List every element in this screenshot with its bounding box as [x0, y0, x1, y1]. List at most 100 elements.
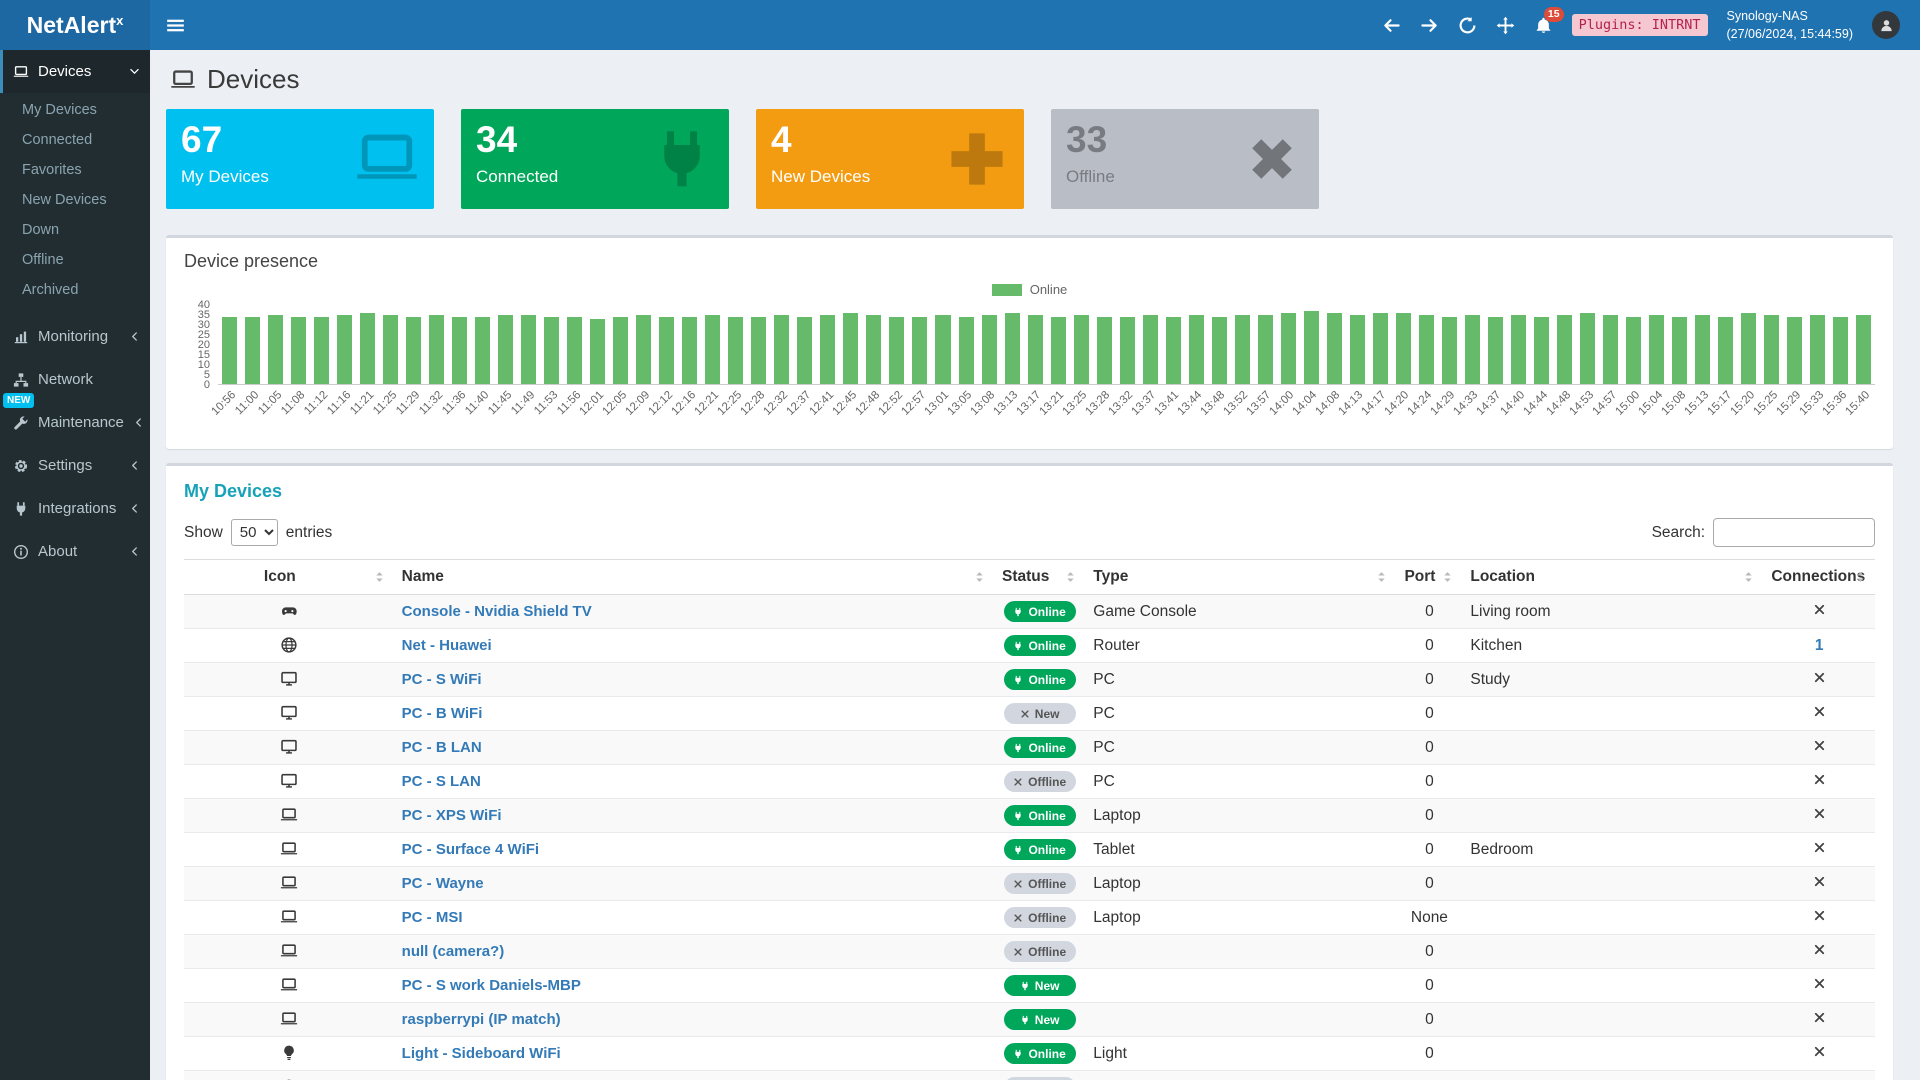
- presence-bar: [1326, 312, 1342, 384]
- clear-connection-icon[interactable]: [1813, 841, 1826, 854]
- device-location-cell: [1462, 968, 1764, 1003]
- user-avatar[interactable]: [1872, 11, 1900, 39]
- column-header-connections[interactable]: Connections: [1763, 559, 1875, 595]
- info-icon: [13, 544, 29, 560]
- presence-bar: [705, 314, 721, 384]
- device-icon-cell: [184, 628, 394, 663]
- stat-card-new-devices[interactable]: 4 New Devices: [756, 109, 1024, 209]
- device-port-cell: 0: [1396, 934, 1463, 969]
- clear-connection-icon[interactable]: [1813, 705, 1826, 718]
- clear-connection-icon[interactable]: [1813, 943, 1826, 956]
- sidebar-item-integrations[interactable]: Integrations: [0, 487, 150, 530]
- device-name-link[interactable]: PC - XPS WiFi: [401, 806, 502, 824]
- device-name-link[interactable]: PC - B LAN: [401, 738, 482, 756]
- device-type-cell: Light: [1085, 1036, 1397, 1071]
- refresh-button[interactable]: [1458, 16, 1477, 35]
- sidebar-subitem-new-devices[interactable]: New Devices: [22, 192, 107, 208]
- device-name-link[interactable]: Light - bedside B WiFi: [402, 1079, 559, 1080]
- device-location-cell: [1462, 1070, 1764, 1080]
- sidebar-item-about[interactable]: About: [0, 530, 150, 573]
- desktop-icon: [280, 704, 298, 722]
- sidebar-subitem-down[interactable]: Down: [22, 222, 60, 238]
- back-arrow-button[interactable]: [1382, 16, 1401, 35]
- sidebar-toggle-button[interactable]: [166, 16, 185, 35]
- sidebar-subitem-archived[interactable]: Archived: [22, 282, 79, 298]
- plugins-status-badge[interactable]: Plugins: INTRNT: [1571, 14, 1708, 36]
- device-name-link[interactable]: Light - Sideboard WiFi: [401, 1044, 561, 1062]
- device-name-link[interactable]: PC - S LAN: [401, 772, 481, 790]
- clear-connection-icon[interactable]: [1813, 909, 1826, 922]
- sidebar-item-settings[interactable]: Settings: [0, 444, 150, 487]
- laptop-icon: [280, 1010, 298, 1028]
- notifications-button[interactable]: 15: [1534, 6, 1564, 35]
- presence-bar: [1810, 314, 1826, 384]
- device-connections-cell: [1763, 832, 1875, 867]
- clear-connection-icon[interactable]: [1813, 875, 1826, 888]
- device-name-link[interactable]: PC - Surface 4 WiFi: [401, 840, 540, 858]
- app-logo[interactable]: NetAlert x: [0, 0, 150, 50]
- device-name-link[interactable]: Console - Nvidia Shield TV: [401, 602, 592, 620]
- stat-card-my-devices[interactable]: 67 My Devices: [166, 109, 434, 209]
- table-body: Console - Nvidia Shield TV Online Game Con…: [184, 594, 1875, 1080]
- stat-value: 33: [1066, 119, 1108, 160]
- presence-bar: [1579, 312, 1595, 384]
- y-axis-tick: 10: [197, 359, 210, 371]
- multi-edit-button[interactable]: [1496, 16, 1515, 35]
- column-header-name[interactable]: Name: [393, 559, 994, 595]
- forward-arrow-button[interactable]: [1420, 16, 1439, 35]
- page-size-select[interactable]: 50: [230, 519, 278, 546]
- device-icon-cell: [184, 900, 394, 935]
- device-location-cell: [1462, 798, 1764, 833]
- clear-connection-icon[interactable]: [1813, 807, 1826, 820]
- device-status-cell: Online: [993, 662, 1086, 697]
- sidebar-item-monitoring[interactable]: Monitoring: [0, 315, 150, 358]
- column-header-location[interactable]: Location: [1462, 559, 1764, 595]
- device-name-link[interactable]: raspberrypi (IP match): [401, 1010, 561, 1028]
- clear-connection-icon[interactable]: [1813, 671, 1826, 684]
- device-name-link[interactable]: PC - S work Daniels-MBP: [401, 976, 581, 994]
- device-icon-cell: [184, 594, 394, 629]
- device-status-cell: Online: [993, 832, 1086, 867]
- sidebar-subitem-my-devices[interactable]: My Devices: [22, 102, 97, 118]
- column-header-icon[interactable]: Icon: [184, 559, 394, 595]
- stat-card-connected[interactable]: 34 Connected: [461, 109, 729, 209]
- sidebar-subitem-offline[interactable]: Offline: [22, 252, 64, 268]
- device-name-link[interactable]: PC - B WiFi: [401, 704, 483, 722]
- column-header-port[interactable]: Port: [1396, 559, 1463, 595]
- column-header-type[interactable]: Type: [1085, 559, 1397, 595]
- device-type-cell: [1085, 1002, 1397, 1037]
- column-header-status[interactable]: Status: [993, 559, 1086, 595]
- sidebar-subitem-favorites[interactable]: Favorites: [22, 162, 82, 178]
- sidebar-item-devices[interactable]: Devices: [0, 50, 150, 93]
- presence-bar: [1303, 310, 1319, 384]
- connections-count-link[interactable]: 1: [1814, 636, 1824, 654]
- sidebar-item-maintenance[interactable]: Maintenance NEW: [0, 393, 150, 444]
- presence-bar: [245, 316, 261, 384]
- clear-connection-icon[interactable]: [1813, 603, 1826, 616]
- sidebar-item-network[interactable]: Network: [0, 358, 150, 401]
- clear-connection-icon[interactable]: [1813, 739, 1826, 752]
- stat-label: My Devices: [181, 167, 269, 186]
- device-type-cell: [1085, 968, 1397, 1003]
- search-area: Search:: [1652, 518, 1875, 547]
- device-name-link[interactable]: PC - Wayne: [401, 874, 484, 892]
- device-location-cell: Living room: [1462, 594, 1764, 629]
- presence-bar: [1211, 316, 1227, 384]
- search-input[interactable]: [1713, 518, 1875, 547]
- device-name-link[interactable]: PC - MSI: [401, 908, 463, 926]
- legend-label: Online: [1029, 282, 1068, 297]
- device-name-cell: PC - Surface 4 WiFi: [393, 832, 994, 867]
- clear-connection-icon[interactable]: [1813, 1011, 1826, 1024]
- device-name-link[interactable]: Net - Huawei: [401, 636, 492, 654]
- device-name-link[interactable]: null (camera?): [401, 942, 505, 960]
- clear-connection-icon[interactable]: [1813, 977, 1826, 990]
- presence-bar: [1741, 312, 1757, 384]
- sidebar-subitem-connected[interactable]: Connected: [22, 132, 93, 148]
- stat-card-offline[interactable]: 33 Offline: [1051, 109, 1319, 209]
- device-name-link[interactable]: PC - S WiFi: [401, 670, 482, 688]
- device-name-cell: PC - Wayne: [393, 866, 994, 901]
- clear-connection-icon[interactable]: [1813, 1045, 1826, 1058]
- device-row: PC - B WiFi New PC 0: [184, 696, 1875, 731]
- device-location-cell: [1462, 1036, 1764, 1071]
- clear-connection-icon[interactable]: [1813, 773, 1826, 786]
